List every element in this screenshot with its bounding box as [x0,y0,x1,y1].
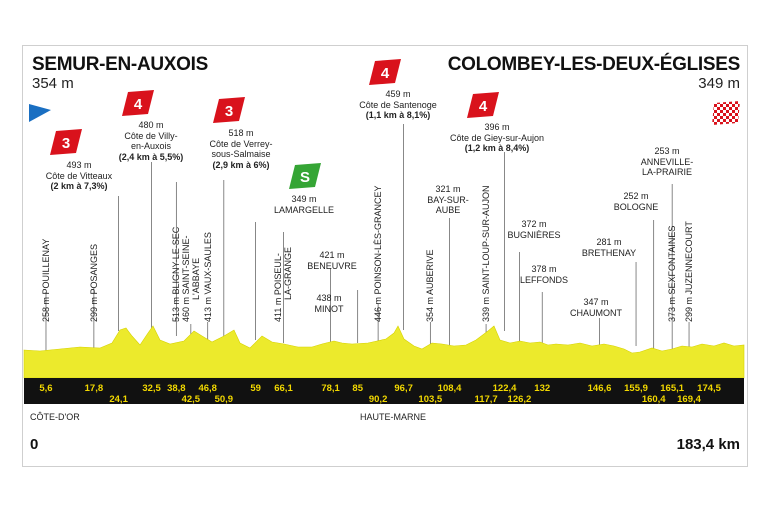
km-label: 17,8 [85,383,104,394]
km-label: 108,4 [438,383,462,394]
km-label: 59 [250,383,261,394]
climb-label: 493 m Côte de Vitteaux (2 km à 7,3%) [45,160,113,191]
km-label: 126,2 [508,394,532,405]
start-flag-icon [29,104,51,122]
km-label: 146,6 [588,383,612,394]
climb-category-4-icon: 4 [122,90,154,116]
place-label: 446 m POINSON-LÈS-GRANCEY [373,185,384,322]
department-haute-marne: HAUTE-MARNE [360,412,427,422]
km-label: 5,6 [39,383,52,394]
km-label: 32,5 [142,383,161,394]
km-label: 90,2 [369,394,388,405]
place-label: 299 m POSANGES [88,243,99,322]
climb-category-4-icon: 4 [467,92,499,118]
sprint-label: 349 m LAMARGELLE [273,194,335,215]
km-label: 103,5 [418,394,442,405]
place-label: 299 m JUZENNECOURT [684,221,695,322]
finish-altitude: 349 m [698,75,740,92]
finish-city: COLOMBEY-LES-DEUX-ÉGLISES [447,54,741,75]
km-label: 132 [534,383,550,394]
km-label: 117,7 [474,394,497,405]
place-label: 411 m POISEUL- LA-GRANGE [273,246,294,322]
place-label: 460 m SAINT-SEINE- L'ABBAYE [180,235,201,322]
km-label: 42,5 [182,394,201,405]
profile-frame [22,45,748,467]
climb-category-3-icon: 3 [213,97,245,123]
point-label: 281 m BRETHENAY [581,237,637,258]
place-label: 373 m SEXFONTAINES [667,225,678,322]
point-label: 321 m BAY-SUR- AUBE [427,184,469,215]
climb-label: 459 m Côte de Santenoge (1,1 km à 8,1%) [359,89,437,120]
climb-label: 518 m Côte de Verrey-sous-Salmaise (2,9 km… [209,128,273,170]
climb-label: 480 m Côte de Villy-en-Auxois (2,4 km à 5,… [118,120,184,162]
km-label: 38,8 [167,383,186,394]
sprint-icon: S [289,163,321,189]
point-label: 372 m BUGNIÈRES [507,219,561,240]
svg-text:4: 4 [381,65,390,82]
km-label: 122,4 [493,383,517,394]
place-label: 513 m BLIGNY-LE-SEC [171,226,182,322]
distance-start: 0 [30,436,39,453]
km-band [24,378,744,404]
svg-text:4: 4 [134,96,143,113]
distance-end: 183,4 km [676,436,740,453]
place-label: 413 m VAUX-SAULES [202,232,213,322]
svg-text:3: 3 [62,135,70,152]
place-label: 339 m SAINT-LOUP-SUR-AUJON [481,185,492,322]
svg-text:S: S [300,169,310,186]
km-label: 78,1 [321,383,340,394]
point-label: 253 m ANNEVILLE- LA-PRAIRIE [640,146,694,177]
point-label: 252 m BOLOGNE [613,191,659,212]
climb-category-3-icon: 3 [50,129,82,155]
km-label: 169,4 [677,394,701,405]
km-label: 96,7 [394,383,413,394]
point-label: 438 m MINOT [314,293,344,314]
km-label: 85 [352,383,363,394]
km-label: 24,1 [109,394,128,405]
department-cote-dor: CÔTE-D'OR [30,412,80,422]
place-label: 258 m POUILLENAY [40,238,51,322]
km-label: 66,1 [274,383,293,394]
km-label: 174,5 [697,383,721,394]
elevation-area [23,325,745,379]
finish-flag-icon [712,101,740,125]
km-label: 160,4 [642,394,666,405]
climb-category-4-icon: 4 [369,59,401,85]
point-label: 378 m LEFFONDS [519,264,569,285]
start-city: SEMUR-EN-AUXOIS [32,54,209,75]
start-altitude: 354 m [32,75,74,92]
point-label: 421 m BENEUVRE [307,250,357,271]
svg-text:3: 3 [225,103,233,120]
point-label: 347 m CHAUMONT [570,297,622,318]
svg-text:4: 4 [479,98,488,115]
km-label: 155,9 [624,383,648,394]
climb-label: 396 m Côte de Giey-sur-Aujon (1,2 km à 8,4… [449,122,545,153]
place-label: 354 m AUBERIVE [425,249,436,322]
km-label: 50,9 [215,394,234,405]
km-label: 46,8 [198,383,217,394]
km-label: 165,1 [660,383,684,394]
